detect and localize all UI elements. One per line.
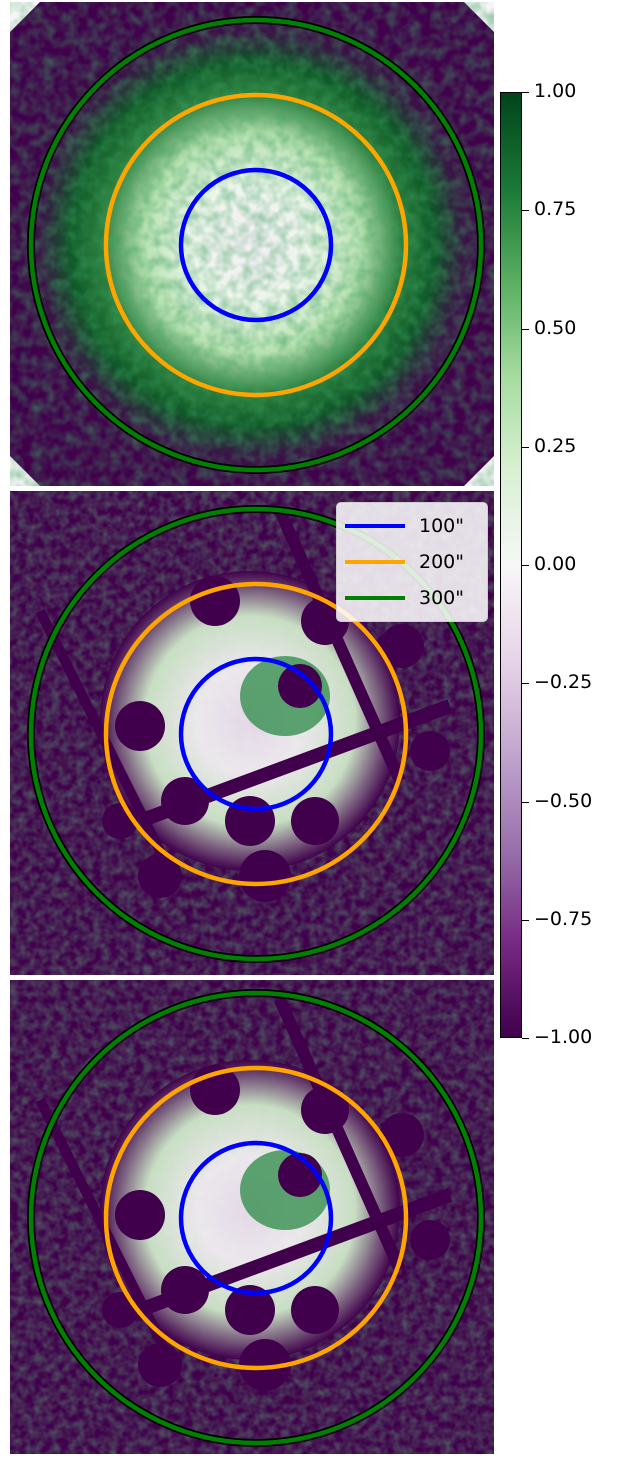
map-panel-middle	[10, 491, 494, 975]
legend-swatch-300	[345, 596, 405, 600]
colorbar-tick-label: −0.25	[534, 671, 593, 694]
legend-label-100: 100"	[419, 515, 465, 537]
colorbar-tick-label: 0.75	[534, 198, 577, 221]
colorbar	[500, 92, 522, 1038]
bottom-streak	[137, 1188, 453, 1317]
colorbar-tick	[522, 919, 529, 921]
ring-300-bottom	[28, 990, 484, 1446]
legend-label-200: 200"	[419, 551, 465, 573]
colorbar-tick	[522, 210, 529, 212]
legend-swatch-200	[345, 560, 405, 564]
colorbar-tick-label: −0.75	[534, 907, 593, 930]
ring-200-top	[103, 92, 409, 398]
ring-100-top	[178, 167, 334, 323]
legend-entry-100: 100"	[337, 511, 487, 541]
map-panel-top	[10, 2, 494, 486]
colorbar-tick-label: 0.25	[534, 434, 577, 457]
legend-swatch-100	[345, 524, 405, 528]
colorbar-tick-label: 0.50	[534, 316, 577, 339]
colorbar-tick	[522, 565, 529, 566]
bottom-streak-2	[274, 997, 406, 1273]
colorbar-tick-label: −1.00	[534, 1026, 593, 1048]
map-image-middle	[10, 491, 494, 975]
colorbar-tick-label: −0.50	[534, 789, 593, 812]
map-image-top	[10, 2, 494, 486]
colorbar-tick	[522, 801, 529, 803]
map-panel-bottom	[10, 980, 494, 1454]
legend-entry-300: 300"	[337, 583, 487, 613]
middle-streak-2	[274, 508, 406, 784]
colorbar-tick-label: 1.00	[534, 80, 577, 102]
colorbar-tick	[522, 92, 529, 93]
map-image-bottom	[10, 980, 494, 1454]
ring-200-middle	[103, 581, 409, 887]
legend-label-300: 300"	[419, 587, 465, 609]
legend-entry-200: 200"	[337, 547, 487, 577]
ring-300-top	[28, 17, 484, 473]
ring-200-bottom	[103, 1065, 409, 1371]
ring-300-middle	[28, 506, 484, 962]
ring-100-bottom	[178, 1140, 334, 1296]
colorbar-tick	[522, 683, 529, 685]
legend: 100" 200" 300"	[336, 502, 488, 622]
colorbar-tick	[522, 446, 529, 448]
colorbar-tick	[522, 1038, 529, 1039]
ring-100-middle	[178, 656, 334, 812]
colorbar-tick-label: 0.00	[534, 553, 577, 575]
colorbar-tick	[522, 328, 529, 330]
middle-streak	[137, 699, 453, 828]
